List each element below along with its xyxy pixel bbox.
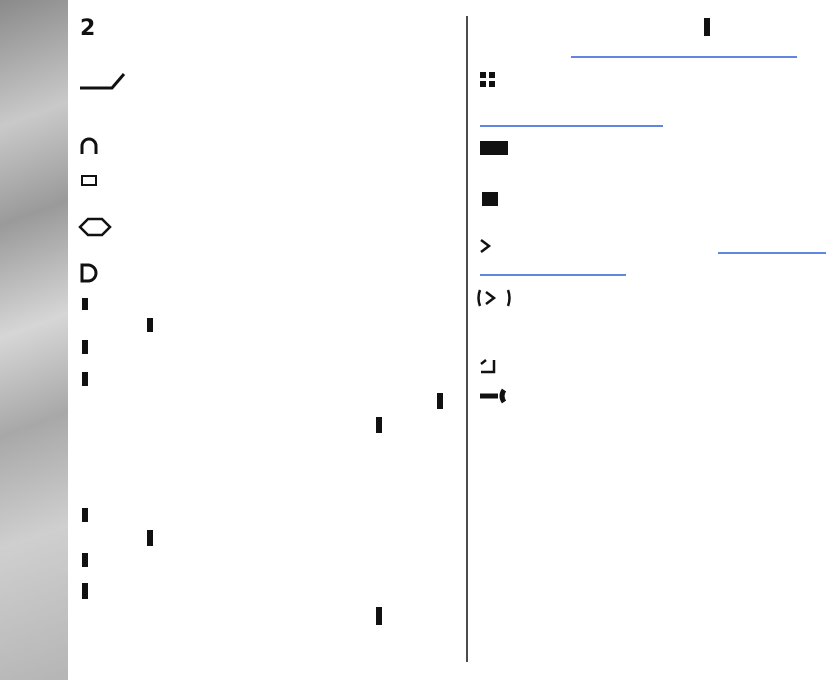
icon-wlan xyxy=(482,192,498,206)
icon-headset xyxy=(80,137,98,154)
icon-bt-active xyxy=(477,289,511,307)
icon-signals xyxy=(82,18,710,625)
icon-arrow xyxy=(80,73,126,90)
links xyxy=(480,56,826,276)
icon-usb xyxy=(480,359,496,374)
icon-d xyxy=(80,263,98,283)
chapter-number: 2 xyxy=(80,16,96,41)
icon-wlan-secure xyxy=(480,141,508,155)
icon-grid xyxy=(480,72,495,87)
icon-bt xyxy=(480,239,492,253)
decorative-strip xyxy=(0,0,68,680)
icon-tv-out xyxy=(81,175,97,186)
icon-ir xyxy=(480,388,507,404)
icon-loopset xyxy=(78,217,112,237)
